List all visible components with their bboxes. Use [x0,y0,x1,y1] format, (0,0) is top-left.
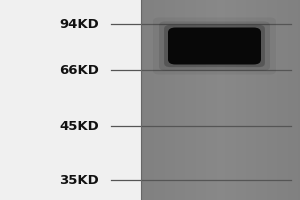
FancyBboxPatch shape [168,27,261,64]
FancyBboxPatch shape [159,21,270,71]
Text: 35KD: 35KD [59,173,99,186]
Text: 45KD: 45KD [59,119,99,132]
FancyBboxPatch shape [164,25,265,67]
FancyBboxPatch shape [153,18,276,75]
Text: 94KD: 94KD [59,18,99,30]
Text: 66KD: 66KD [59,64,99,76]
